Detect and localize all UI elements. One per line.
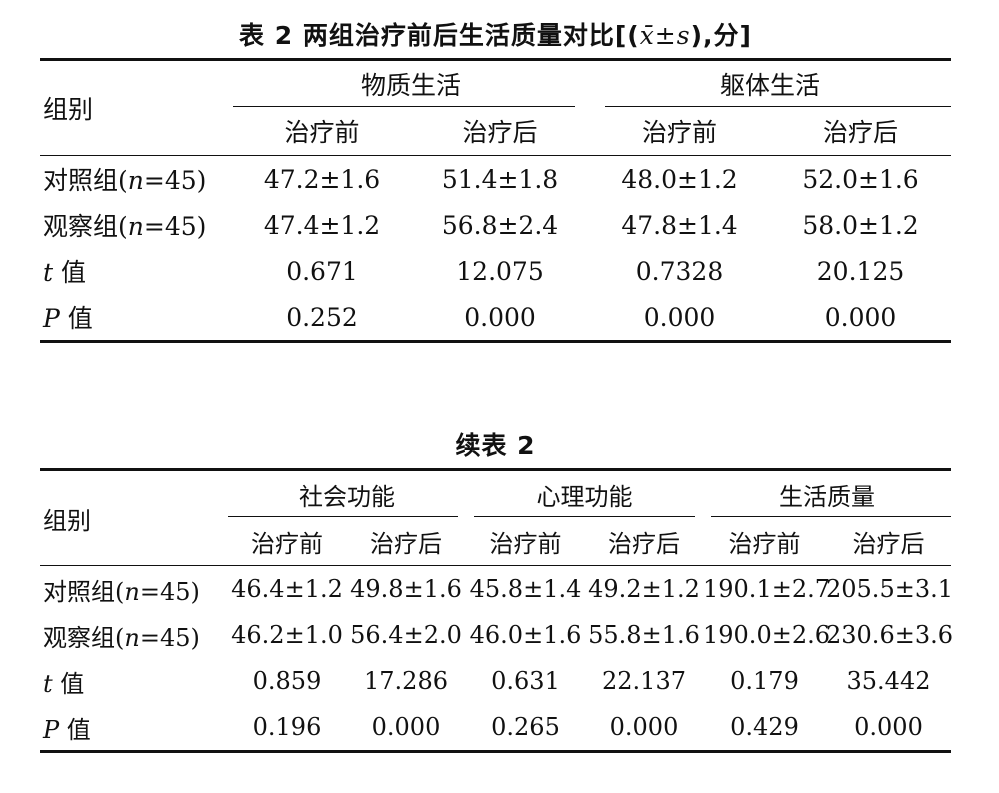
group-header-social: 社会功能 [228,470,466,518]
subheader: 治疗后 [585,517,703,566]
table-cell: 230.6±3.6 [826,621,953,649]
caption-prefix: 表 2 两组治疗前后生活质量对比[( [239,21,640,50]
table-cell: 0.000 [609,713,679,741]
table-cell: 0.000 [824,302,897,332]
table-row: 对照组(n=45) 46.4±1.2 49.8±1.6 45.8±1.4 49.… [40,566,953,613]
table-cell: 190.0±2.6 [703,621,830,649]
table-cell: 49.8±1.6 [350,575,462,603]
table-cell: 0.000 [643,302,716,332]
table-cell: 45.8±1.4 [469,575,582,603]
group-header-quality: 生活质量 [703,470,951,518]
table-2: 续表 2 组别 社会功能 心理功能 生活质量 治疗前 治疗后 治疗前 治疗后 治… [40,424,953,753]
group-header-material: 物质生活 [233,60,589,108]
row-label: t 值 [43,669,85,698]
subheader: 治疗后 [770,107,952,156]
subheader: 治疗后 [346,517,466,566]
table-cell: 51.4±1.8 [441,164,559,194]
table-row: t 值 0.859 17.286 0.631 22.137 0.179 35.4… [40,658,951,704]
row-label: 观察组(n=45) [43,212,207,241]
subheader: 治疗前 [228,517,346,566]
row-label: P 值 [43,304,93,333]
table-cell: 46.2±1.0 [231,621,343,649]
table-cell: 0.196 [252,713,322,741]
table-cell: 0.631 [491,667,560,695]
table-cell: 47.8±1.4 [621,210,738,240]
table-cell: 46.4±1.2 [231,575,343,603]
group-header-psychological: 心理功能 [466,470,703,518]
subheader: 治疗前 [466,517,585,566]
table-cell: 0.179 [730,667,799,695]
row-label: t 值 [43,258,86,287]
table-cell: 205.5±3.1 [826,575,953,603]
table-row: 观察组(n=45) 47.4±1.2 56.8±2.4 47.8±1.4 58.… [40,202,951,248]
table-cell: 0.429 [730,713,799,741]
table-cell: 0.000 [854,713,923,741]
table-cell: 0.252 [286,302,358,332]
table-cell: 0.265 [491,713,560,741]
table-row: P 值 0.252 0.000 0.000 0.000 [40,294,951,342]
table-cell: 46.0±1.6 [469,621,582,649]
subheader: 治疗前 [589,107,771,156]
table-cell: 55.8±1.6 [588,621,700,649]
row-label: P 值 [43,715,91,744]
table-cell: 0.671 [286,256,358,286]
group-header-physical: 躯体生活 [589,60,952,108]
subheader: 治疗后 [411,107,590,156]
table-cell: 17.286 [364,667,448,695]
group-column-header: 组别 [40,469,228,566]
table-cell: 35.442 [846,667,931,695]
table-row: 观察组(n=45) 46.2±1.0 56.4±2.0 46.0±1.6 55.… [40,612,953,658]
row-label: 对照组(n=45) [43,577,200,606]
caption-suffix: ),分] [690,21,752,50]
table-cell: 47.4±1.2 [263,210,381,240]
table-2-caption: 续表 2 [455,431,536,460]
caption-xbar: x̄ [639,21,655,50]
table-1-grid: 组别 物质生活 躯体生活 治疗前 治疗后 治疗前 治疗后 对照组(n=45) 4… [40,58,952,343]
table-row: t 值 0.671 12.075 0.7328 20.125 [40,248,951,294]
table-cell: 48.0±1.2 [621,164,738,194]
table-cell: 20.125 [816,256,905,286]
caption-s: s [676,21,691,50]
group-column-header: 组别 [40,59,233,156]
table-cell: 190.1±2.7 [703,575,830,603]
table-cell: 0.7328 [635,256,724,286]
table-cell: 0.000 [464,302,536,332]
table-1: 表 2 两组治疗前后生活质量对比[(x̄±s),分] 组别 物质生活 躯体生活 … [40,14,952,343]
table-cell: 47.2±1.6 [263,164,381,194]
row-label: 观察组(n=45) [43,623,200,652]
table-cell: 56.8±2.4 [441,210,559,240]
table-cell: 49.2±1.2 [588,575,700,603]
table-1-caption: 表 2 两组治疗前后生活质量对比[(x̄±s),分] [40,14,951,58]
table-2-grid: 组别 社会功能 心理功能 生活质量 治疗前 治疗后 治疗前 治疗后 治疗前 治疗… [40,468,953,753]
table-cell: 58.0±1.2 [802,210,919,240]
subheader: 治疗前 [233,107,411,156]
subheader: 治疗后 [826,517,951,566]
table-cell: 56.4±2.0 [350,621,462,649]
table-cell: 22.137 [602,667,686,695]
table-cell: 52.0±1.6 [802,164,919,194]
table-row: 对照组(n=45) 47.2±1.6 51.4±1.8 48.0±1.2 52.… [40,156,951,203]
subheader: 治疗前 [703,517,826,566]
caption-pm: ± [654,21,677,50]
table-cell: 12.075 [456,256,544,286]
table-cell: 0.000 [371,713,441,741]
table-cell: 0.859 [252,667,322,695]
row-label: 对照组(n=45) [43,166,207,195]
table-row: P 值 0.196 0.000 0.265 0.000 0.429 0.000 [40,704,951,752]
